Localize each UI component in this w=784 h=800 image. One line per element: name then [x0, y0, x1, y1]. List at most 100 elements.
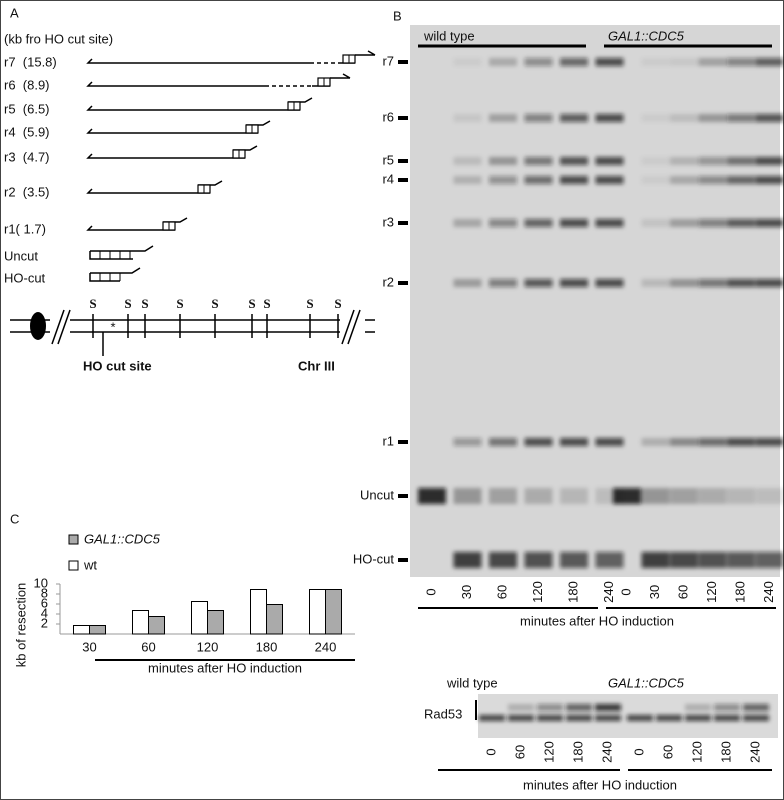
blot-band — [479, 715, 505, 721]
centromere — [30, 312, 46, 340]
time-label: 30 — [647, 585, 662, 599]
blot-band — [743, 715, 769, 721]
gel-band — [727, 552, 755, 568]
gel-band — [453, 488, 482, 504]
time-label: 180 — [732, 581, 747, 603]
gel-band — [524, 438, 553, 446]
site-label: S — [124, 296, 131, 311]
gel-band — [727, 438, 755, 446]
row-label: r5 (6.5) — [4, 101, 50, 116]
y-tick-label: 8 — [41, 585, 48, 600]
bar — [148, 616, 165, 635]
row-label: r6 (8.9) — [4, 77, 50, 92]
gel-band — [698, 279, 727, 287]
asterisk: * — [110, 319, 115, 334]
blot-bands — [479, 704, 769, 721]
row-label: HO-cut — [353, 551, 395, 566]
blot-band — [595, 704, 621, 711]
gel-band — [560, 114, 588, 122]
gel-band — [641, 552, 670, 568]
row-tick — [398, 440, 408, 444]
gel-band — [524, 488, 553, 504]
gel-band — [489, 279, 517, 287]
gel-band — [727, 114, 755, 122]
row-label: r5 — [382, 152, 394, 167]
panel-a-header: (kb fro HO cut site) — [4, 31, 113, 46]
gel-band — [641, 279, 670, 287]
row-label: r3 (4.7) — [4, 149, 50, 164]
time-label: 60 — [660, 745, 675, 759]
row-tick — [398, 281, 408, 285]
gel-band — [524, 279, 553, 287]
gel-band — [755, 552, 784, 568]
gel-band — [698, 157, 727, 165]
row-tick — [398, 221, 408, 225]
gel-band — [595, 552, 624, 568]
gel-band — [670, 114, 698, 122]
time-label: 0 — [483, 748, 498, 755]
blot-band — [508, 715, 534, 721]
gel-band — [453, 279, 482, 287]
gel-band — [641, 176, 670, 184]
legend-label: wt — [83, 557, 97, 572]
gel-band — [755, 488, 784, 504]
gel-band — [727, 488, 755, 504]
time-label: 120 — [541, 741, 556, 763]
blot-band — [685, 704, 711, 711]
blot-band — [508, 704, 534, 711]
gel-band — [727, 279, 755, 287]
blot-band — [595, 715, 621, 721]
bar — [309, 589, 326, 635]
gel-band — [670, 488, 698, 504]
row-tick — [398, 558, 408, 562]
gel-band — [524, 58, 553, 66]
row-tick — [398, 60, 408, 64]
panel-letter: B — [393, 8, 402, 23]
time-label: 0 — [618, 588, 633, 595]
row-label: r2 — [382, 274, 394, 289]
site-label: S — [211, 296, 218, 311]
gel-band — [524, 219, 553, 227]
gel-band — [641, 114, 670, 122]
site-label: S — [141, 296, 148, 311]
row-label: HO-cut — [4, 270, 46, 285]
gel-band — [698, 114, 727, 122]
break-mark — [51, 309, 65, 345]
blot-band — [627, 715, 653, 721]
row-label: r1( 1.7) — [4, 221, 46, 236]
blot-band — [537, 704, 563, 711]
chromosome-label: Chr III — [298, 358, 335, 373]
bar — [191, 601, 208, 635]
gel-band — [489, 176, 517, 184]
gel-band — [698, 488, 727, 504]
gel-band — [560, 438, 588, 446]
gel-band — [670, 219, 698, 227]
gel-bands — [418, 58, 784, 568]
site-label: S — [176, 296, 183, 311]
bar — [73, 625, 90, 635]
x-tick-label: 120 — [197, 639, 219, 654]
gel-band — [560, 219, 588, 227]
gel-band — [698, 438, 727, 446]
gel-band — [670, 58, 698, 66]
gel-band — [698, 58, 727, 66]
blot-band — [537, 715, 563, 721]
gel-band — [560, 157, 588, 165]
gel-band — [560, 488, 588, 504]
row-label: r7 — [382, 53, 394, 68]
blot-band — [743, 704, 769, 711]
gel-band — [755, 157, 784, 165]
gel-band — [595, 438, 624, 446]
y-tick-label: 6 — [41, 595, 48, 610]
time-label: 120 — [530, 581, 545, 603]
row-label: r7 (15.8) — [4, 54, 57, 69]
group-label: wild type — [446, 675, 498, 690]
row-tick — [398, 116, 408, 120]
gel-band — [453, 176, 482, 184]
x-tick-label: 30 — [82, 639, 96, 654]
gel-band — [595, 176, 624, 184]
gel-band — [755, 58, 784, 66]
gel-band — [641, 488, 670, 504]
y-tick-label: 10 — [34, 575, 48, 590]
gel-band — [524, 114, 553, 122]
